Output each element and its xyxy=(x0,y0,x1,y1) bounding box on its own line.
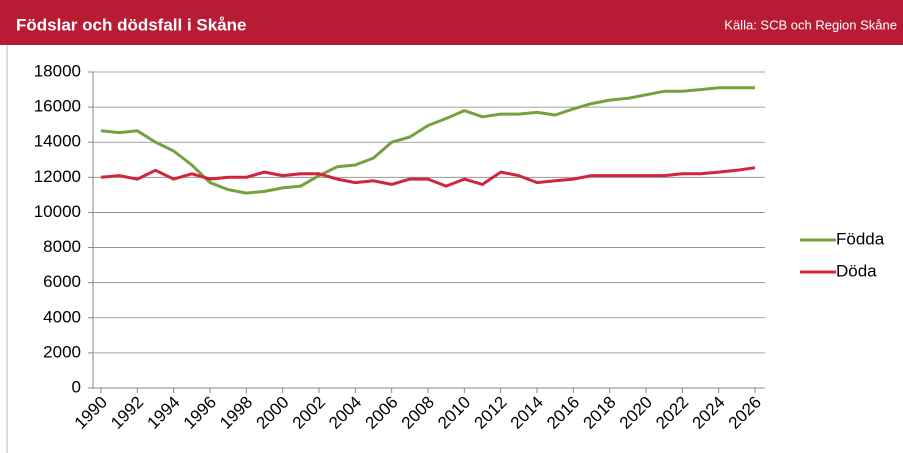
x-tick-label: 2018 xyxy=(579,393,619,433)
series-line xyxy=(100,86,755,195)
x-tick-label: 2008 xyxy=(398,393,438,433)
y-tick-label: 8000 xyxy=(43,237,81,256)
x-tick-label: 1990 xyxy=(71,393,111,433)
x-tick-label: 2022 xyxy=(652,393,692,433)
y-tick-label: 10000 xyxy=(34,202,81,221)
y-tick-label: 0 xyxy=(72,377,81,396)
x-tick-label: 2020 xyxy=(616,393,656,433)
x-tick-label: 2016 xyxy=(543,393,583,433)
x-tick-label: 2026 xyxy=(725,393,765,433)
x-tick-label: 1992 xyxy=(107,393,147,433)
y-tick-label: 2000 xyxy=(43,342,81,361)
x-tick-label: 2010 xyxy=(434,393,474,433)
source: Källa: SCB och Region Skåne xyxy=(724,17,897,32)
x-tick-label: 2004 xyxy=(325,393,365,433)
x-tick-label: 2014 xyxy=(507,393,547,433)
y-tick-label: 18000 xyxy=(34,61,81,80)
x-tick-label: 1994 xyxy=(143,393,183,433)
series-line xyxy=(100,166,756,188)
x-tick-label: 2012 xyxy=(470,393,510,433)
x-tick-label: 2002 xyxy=(289,393,329,433)
chart-title: Födslar och dödsfall i Skåne xyxy=(16,15,247,34)
x-tick-label: 1996 xyxy=(180,393,220,433)
y-tick-label: 12000 xyxy=(34,167,81,186)
x-tick-label: 1998 xyxy=(216,393,256,433)
y-tick-label: 4000 xyxy=(43,307,81,326)
y-tick-label: 14000 xyxy=(34,132,81,151)
x-tick-label: 2006 xyxy=(361,393,401,433)
y-tick-label: 16000 xyxy=(34,97,81,116)
y-tick-label: 6000 xyxy=(43,272,81,291)
legend-label: Födda xyxy=(836,229,885,248)
legend-label: Döda xyxy=(836,261,877,280)
header-bar xyxy=(0,0,903,45)
x-tick-label: 2000 xyxy=(252,393,292,433)
x-tick-label: 2024 xyxy=(688,393,728,433)
